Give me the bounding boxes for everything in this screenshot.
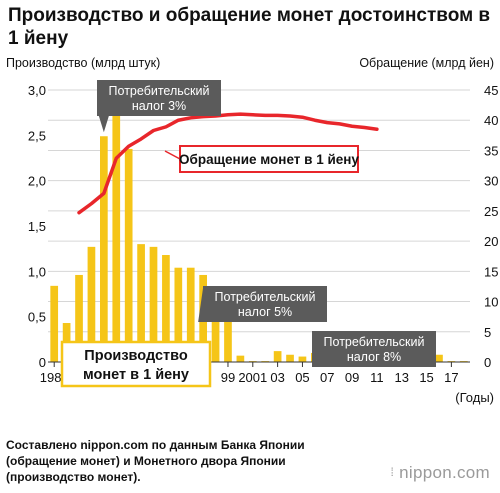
left-tick-label: 2,5	[28, 128, 46, 143]
x-tick-label: 2001	[238, 370, 267, 385]
x-tick-label: 99	[221, 370, 235, 385]
x-tick-label: 03	[270, 370, 284, 385]
source-line-2: (обращение монет) и Монетного двора Япон…	[6, 454, 286, 468]
right-tick-label: 10	[484, 295, 498, 310]
callout-pointer	[98, 116, 109, 133]
production-bar	[186, 267, 195, 362]
x-tick-label: 15	[419, 370, 433, 385]
production-bar	[236, 355, 245, 362]
production-bar	[298, 356, 307, 362]
left-tick-label: 1,5	[28, 219, 46, 234]
right-tick-label: 25	[484, 204, 498, 219]
left-tick-label: 0	[39, 355, 46, 370]
left-tick-label: 3,0	[28, 83, 46, 98]
callout-line-2: налог 3%	[132, 99, 186, 113]
production-label-box	[60, 340, 212, 388]
production-bar	[137, 244, 145, 362]
chart-title: Производство и обращение монет достоинст…	[8, 5, 491, 49]
x-tick-label: 07	[320, 370, 334, 385]
x-tick-label: 11	[370, 370, 384, 385]
right-tick-label: 5	[484, 325, 491, 340]
production-series-label-1: Производство	[84, 348, 188, 364]
production-bar	[162, 255, 170, 362]
right-tick-label: 20	[484, 234, 498, 249]
circulation-series-label: Обращение монет в 1 йену	[179, 152, 359, 167]
callout-line-2: налог 5%	[238, 305, 292, 319]
circulation-label-box	[179, 145, 359, 173]
x-axis-title: (Годы)	[455, 390, 494, 405]
source-line-1: Составлено nippon.com по данным Банка Яп…	[6, 438, 305, 452]
source-note: Составлено nippon.com по данным Банка Яп…	[6, 437, 326, 485]
callout-box	[312, 331, 436, 367]
production-bar	[112, 110, 121, 362]
x-tick-label: 13	[395, 370, 409, 385]
right-tick-label: 35	[484, 143, 498, 158]
x-tick-label: 05	[295, 370, 309, 385]
production-bar	[50, 285, 59, 362]
left-tick-label: 2,0	[28, 174, 46, 189]
right-tick-label: 30	[484, 174, 498, 189]
brand-logo: ⁞ nippon.com	[390, 463, 490, 482]
callout-line-1: Потребительский	[109, 84, 210, 98]
production-bar	[124, 148, 133, 362]
right-tick-label: 0	[484, 355, 491, 370]
left-tick-label: 0,5	[28, 310, 46, 325]
right-axis-title: Обращение (млрд йен)	[359, 56, 494, 70]
right-tick-label: 45	[484, 83, 498, 98]
production-bar	[286, 354, 294, 362]
circulation-leader	[164, 150, 181, 160]
production-bar	[100, 136, 108, 362]
x-tick-label: 17	[444, 370, 458, 385]
production-bar	[87, 246, 96, 362]
left-tick-label: 1,0	[28, 264, 46, 279]
callout-line-2: налог 8%	[347, 350, 401, 364]
left-axis-title: Производство (млрд штук)	[6, 56, 161, 70]
production-bar	[75, 274, 83, 362]
production-bar	[149, 246, 158, 362]
right-tick-label: 40	[484, 113, 498, 128]
production-series-label-2: монет в 1 йену	[83, 367, 189, 383]
circulation-line	[77, 112, 379, 215]
production-bar	[273, 351, 282, 362]
brand-text: nippon.com	[399, 463, 490, 482]
x-tick-label: 09	[345, 370, 359, 385]
callout-line-1: Потребительский	[215, 290, 316, 304]
production-bar	[224, 320, 232, 362]
right-tick-label: 15	[484, 264, 498, 279]
production-bar	[435, 354, 443, 362]
callout-box	[203, 286, 327, 322]
callout-line-1: Потребительский	[324, 335, 425, 349]
production-bar	[174, 267, 183, 362]
source-line-3: (производство монет).	[6, 470, 141, 484]
production-bar	[211, 291, 220, 362]
callout-box	[97, 80, 221, 116]
